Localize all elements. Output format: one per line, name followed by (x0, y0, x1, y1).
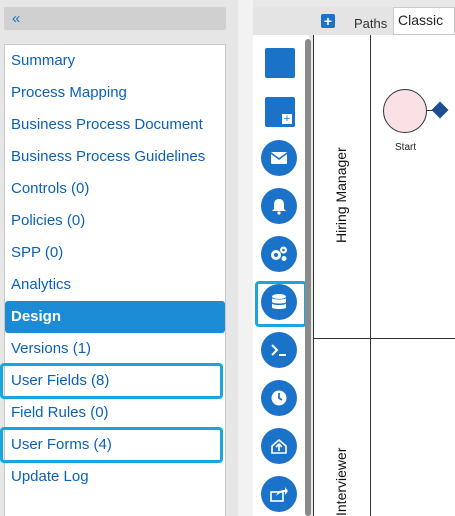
diagram-canvas[interactable]: Hiring Manager Interviewer Start (313, 35, 455, 516)
view-mode-select[interactable]: Classic (393, 7, 455, 35)
start-label: Start (395, 142, 417, 153)
sequence-flow (427, 110, 435, 111)
lane-label-interviewer: Interviewer (333, 447, 349, 516)
sidebar-item-field-rules[interactable]: Field Rules (0) (11, 404, 109, 421)
share-icon[interactable] (261, 476, 297, 512)
lane-header-divider (370, 35, 371, 516)
sidebar-item-process-mapping[interactable]: Process Mapping (11, 84, 127, 101)
subprocess-icon[interactable]: + (265, 97, 295, 127)
sidebar-item-analytics[interactable]: Analytics (11, 276, 72, 293)
designer-toolbar: + Paths Classic (253, 7, 455, 35)
sidebar-item-versions[interactable]: Versions (1) (11, 340, 92, 357)
sidebar-item-spp[interactable]: SPP (0) (11, 244, 64, 261)
database-icon[interactable] (261, 284, 297, 320)
sidebar-item-update-log[interactable]: Update Log (11, 468, 89, 485)
mail-icon[interactable] (261, 140, 297, 176)
sidebar-item-design[interactable]: Design (5, 301, 225, 333)
double-chevron-left-icon: « (12, 10, 21, 27)
paths-label: Paths (354, 16, 388, 31)
designer-panel: + Paths Classic + (253, 0, 455, 516)
sidebar-item-business-process-document[interactable]: Business Process Document (11, 116, 203, 133)
lane-divider (313, 338, 455, 339)
palette-scrollbar[interactable] (305, 39, 311, 516)
sidebar-item-business-process-guidelines[interactable]: Business Process Guidelines (11, 148, 206, 165)
gateway-diamond[interactable] (431, 101, 449, 119)
tool-palette: + (253, 35, 309, 516)
terminal-icon[interactable] (261, 332, 297, 368)
sidebar-item-policies[interactable]: Policies (0) (11, 212, 86, 229)
sidebar-item-summary[interactable]: Summary (11, 52, 76, 69)
sidebar-item-user-fields[interactable]: User Fields (8) (11, 372, 110, 389)
sidebar-menu: Summary Process Mapping Business Process… (4, 44, 226, 516)
collapse-sidebar-button[interactable]: « (4, 7, 226, 30)
plus-icon: + (323, 13, 333, 29)
square-shape-icon[interactable] (265, 48, 295, 78)
gears-icon[interactable] (261, 236, 297, 272)
lane-border-left (313, 35, 314, 516)
sidebar-item-user-forms[interactable]: User Forms (4) (11, 436, 112, 453)
start-event[interactable] (383, 89, 427, 133)
cloud-upload-icon[interactable] (261, 428, 297, 464)
add-path-button[interactable]: + (321, 14, 335, 28)
clock-icon[interactable] (261, 380, 297, 416)
bell-icon[interactable] (261, 188, 297, 224)
left-sidebar: « Summary Process Mapping Business Proce… (0, 0, 238, 516)
sidebar-item-controls[interactable]: Controls (0) (11, 180, 90, 197)
lane-label-hiring-manager: Hiring Manager (333, 147, 349, 243)
